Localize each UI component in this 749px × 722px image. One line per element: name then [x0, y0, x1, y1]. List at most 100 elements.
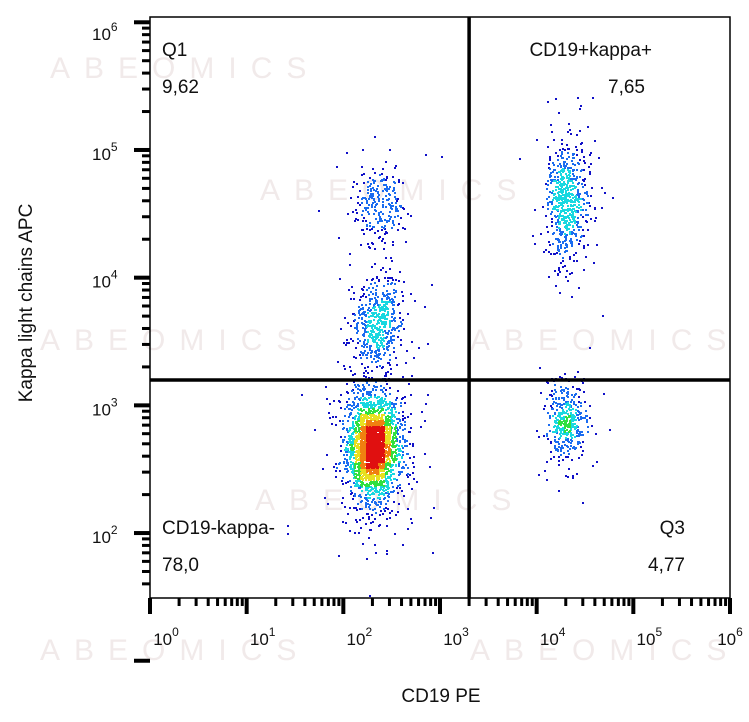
- x-minor-tick: [713, 598, 717, 606]
- data-point: [572, 163, 574, 165]
- data-point: [346, 339, 348, 341]
- data-point: [372, 439, 374, 441]
- data-point: [372, 293, 374, 295]
- data-point: [547, 231, 549, 233]
- data-point: [589, 171, 591, 173]
- data-point: [393, 289, 395, 291]
- data-point: [381, 315, 383, 317]
- data-point: [389, 453, 391, 455]
- data-point: [344, 506, 346, 508]
- data-point: [363, 217, 365, 219]
- data-point: [586, 419, 588, 421]
- data-point: [361, 478, 363, 480]
- data-point: [378, 214, 380, 216]
- y-minor-tick: [142, 423, 150, 427]
- data-point: [351, 468, 353, 470]
- data-point: [397, 422, 399, 424]
- x-tick-label: 100: [153, 625, 179, 649]
- data-point: [549, 168, 551, 170]
- data-point: [372, 287, 374, 289]
- data-point: [546, 461, 548, 463]
- data-point: [366, 558, 368, 560]
- data-point: [596, 461, 598, 463]
- data-point: [590, 218, 592, 220]
- data-point: [369, 504, 371, 506]
- data-point: [560, 174, 562, 176]
- data-point: [385, 503, 387, 505]
- data-point: [374, 136, 376, 138]
- data-point: [560, 155, 562, 157]
- data-point: [367, 406, 369, 408]
- data-point: [558, 181, 560, 183]
- data-point: [551, 203, 553, 205]
- data-point: [567, 131, 569, 133]
- data-point: [557, 449, 559, 451]
- data-point: [572, 423, 574, 425]
- data-point: [361, 471, 363, 473]
- data-point: [399, 448, 401, 450]
- data-point: [552, 162, 554, 164]
- data-point: [565, 250, 567, 252]
- data-point: [572, 188, 574, 190]
- data-point: [558, 196, 560, 198]
- data-point: [580, 170, 582, 172]
- data-point: [351, 453, 353, 455]
- data-point: [371, 298, 373, 300]
- data-point: [389, 448, 391, 450]
- data-point: [379, 216, 381, 218]
- data-point: [377, 472, 379, 474]
- data-point: [557, 179, 559, 181]
- y-minor-tick: [142, 470, 150, 474]
- data-point: [353, 298, 355, 300]
- data-point: [358, 478, 360, 480]
- data-point: [335, 476, 337, 478]
- data-point: [573, 175, 575, 177]
- data-point: [382, 267, 384, 269]
- x-minor-tick: [434, 598, 438, 606]
- data-point: [565, 235, 567, 237]
- data-point: [345, 522, 347, 524]
- data-point: [373, 189, 375, 191]
- data-point: [399, 473, 401, 475]
- data-point: [568, 222, 570, 224]
- data-point: [353, 292, 355, 294]
- data-point: [387, 458, 389, 460]
- data-point: [395, 403, 397, 405]
- data-point: [392, 308, 394, 310]
- data-point: [551, 221, 553, 223]
- data-point: [380, 309, 382, 311]
- data-point: [328, 412, 330, 414]
- data-point: [365, 523, 367, 525]
- data-point: [393, 292, 395, 294]
- data-point: [344, 468, 346, 470]
- data-point: [333, 400, 335, 402]
- data-point: [570, 178, 572, 180]
- data-point: [372, 509, 374, 511]
- data-point: [385, 206, 387, 208]
- data-point: [558, 460, 560, 462]
- data-point: [380, 510, 382, 512]
- data-point: [352, 417, 354, 419]
- data-point: [390, 340, 392, 342]
- data-point: [370, 345, 372, 347]
- data-point: [374, 485, 376, 487]
- data-point: [335, 416, 337, 418]
- data-point: [367, 413, 369, 415]
- data-point: [404, 421, 406, 423]
- data-point: [411, 522, 413, 524]
- data-point: [342, 439, 344, 441]
- data-point: [559, 229, 561, 231]
- y-minor-tick: [142, 33, 150, 37]
- data-point: [364, 471, 366, 473]
- data-point: [357, 219, 359, 221]
- data-point: [566, 425, 568, 427]
- data-point: [374, 209, 376, 211]
- x-major-tick: [728, 598, 732, 614]
- data-point: [368, 452, 370, 454]
- data-point: [389, 403, 391, 405]
- data-point: [554, 445, 556, 447]
- data-point: [401, 490, 403, 492]
- data-point: [379, 417, 381, 419]
- data-point: [345, 447, 347, 449]
- data-point: [394, 216, 396, 218]
